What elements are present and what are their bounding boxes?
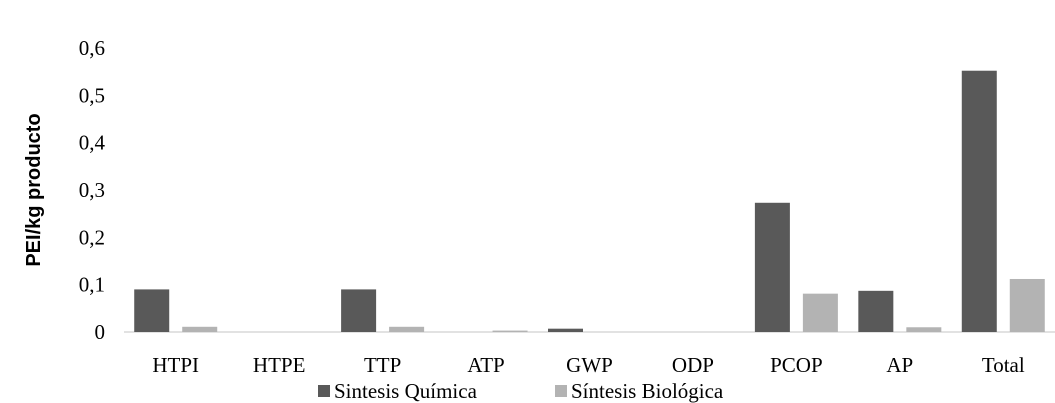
y-tick-label: 0,4 [79, 131, 106, 155]
x-tick-label: ODP [672, 353, 714, 377]
legend-label: Síntesis Biológica [571, 379, 724, 403]
x-tick-label: TTP [364, 353, 401, 377]
x-axis-ticks: HTPI HTPE TTP ATP GWP ODP PCOP AP Total [152, 353, 1024, 377]
bar-biologica-total [1009, 278, 1045, 332]
bar-quimica-gwp [548, 328, 583, 332]
bar-biologica-pcop [802, 293, 838, 332]
x-tick-label: PCOP [770, 353, 823, 377]
x-tick-label: HTPI [152, 353, 199, 377]
legend: Sintesis Química Síntesis Biológica [318, 379, 724, 403]
legend-swatch [555, 385, 567, 397]
bar-quimica-total [961, 70, 997, 332]
y-tick-label: 0 [95, 320, 106, 344]
y-axis-ticks: 0 0,1 0,2 0,3 0,4 0,5 0,6 [79, 36, 106, 344]
y-tick-label: 0,6 [79, 36, 105, 60]
bar-quimica-ap [858, 290, 894, 332]
bar-biologica-atp [492, 330, 528, 332]
legend-label: Sintesis Química [334, 379, 478, 403]
bar-quimica-pcop [754, 202, 790, 332]
y-tick-label: 0,2 [79, 225, 105, 249]
bar-biologica-ap [906, 327, 942, 332]
bar-quimica-ttp [341, 289, 377, 332]
y-tick-label: 0,5 [79, 83, 105, 107]
x-tick-label: AP [886, 353, 913, 377]
bar-biologica-htpi [182, 326, 218, 332]
bars [134, 70, 1045, 332]
bar-biologica-ttp [389, 326, 425, 332]
y-tick-label: 0,1 [79, 273, 105, 297]
x-tick-label: GWP [566, 353, 613, 377]
x-tick-label: Total [982, 353, 1025, 377]
x-tick-label: ATP [467, 353, 504, 377]
x-tick-label: HTPE [253, 353, 306, 377]
y-tick-label: 0,3 [79, 178, 105, 202]
bar-quimica-htpi [134, 289, 170, 332]
legend-swatch [318, 385, 330, 397]
y-axis-title: PEI/kg producto [23, 113, 45, 266]
